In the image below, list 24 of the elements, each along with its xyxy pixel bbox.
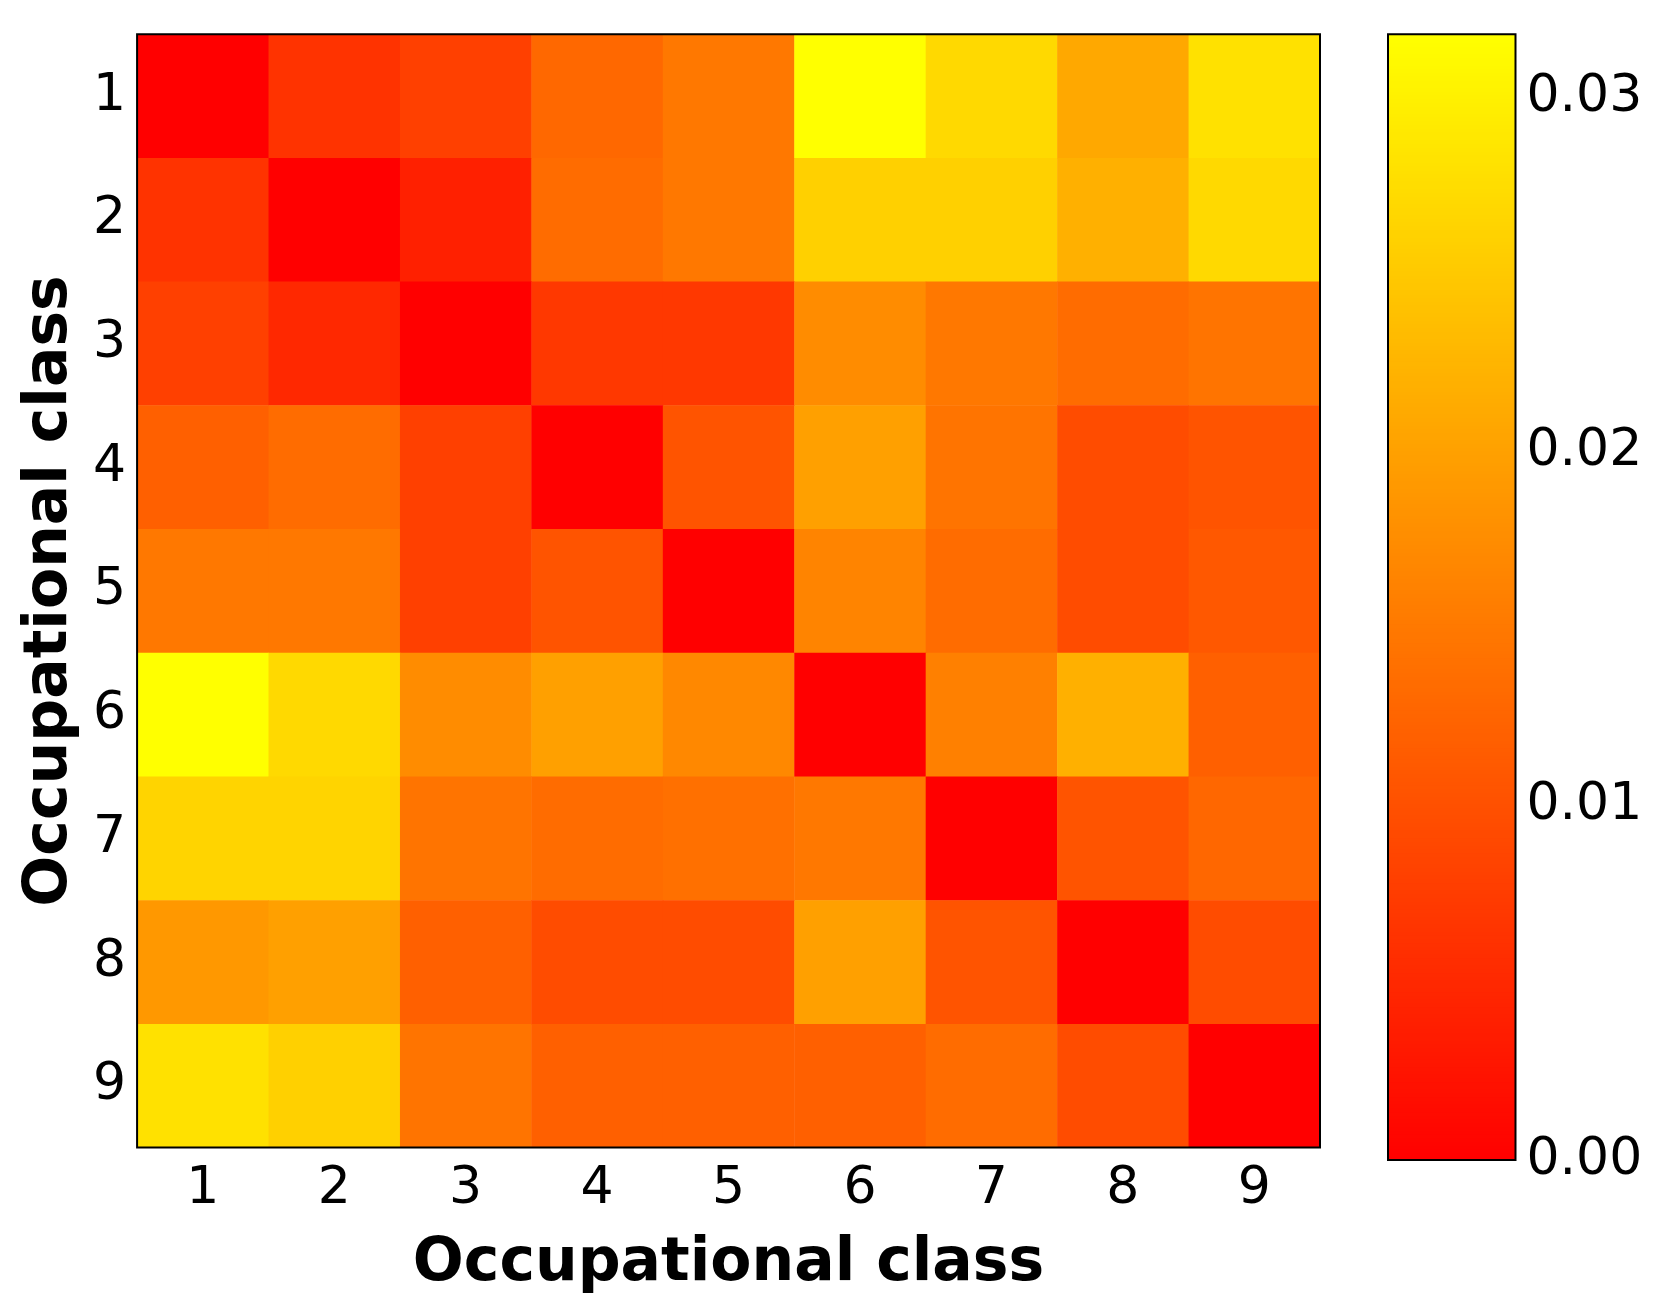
y-tick-label: 1 xyxy=(92,61,127,122)
y-axis-title: Occupational class xyxy=(9,275,80,907)
x-tick-label: 8 xyxy=(1106,1155,1140,1216)
color-bar-label: 0.02 xyxy=(1526,417,1643,478)
color-bar-label: 0.03 xyxy=(1526,63,1643,124)
y-tick-label: 6 xyxy=(92,680,127,741)
x-tick-label: 7 xyxy=(974,1155,1008,1216)
x-tick-label: 3 xyxy=(449,1155,483,1216)
y-tick-label: 9 xyxy=(92,1051,127,1112)
color-bar-label: 0.00 xyxy=(1526,1125,1643,1186)
y-tick-label: 4 xyxy=(92,432,127,493)
x-tick-label: 9 xyxy=(1237,1155,1271,1216)
y-tick-label: 2 xyxy=(92,185,127,246)
y-tick-label: 5 xyxy=(92,556,127,617)
x-tick-label: 1 xyxy=(186,1155,220,1216)
x-tick-label: 2 xyxy=(317,1155,351,1216)
y-tick-label: 7 xyxy=(92,803,127,864)
color-bar-label: 0.01 xyxy=(1526,771,1643,832)
y-tick-label: 8 xyxy=(92,927,127,988)
x-axis-title: Occupational class xyxy=(412,1223,1045,1294)
x-tick-label: 5 xyxy=(712,1155,746,1216)
y-tick-label: 3 xyxy=(92,308,127,369)
x-tick-label: 4 xyxy=(580,1155,614,1216)
x-tick-label: 6 xyxy=(843,1155,877,1216)
